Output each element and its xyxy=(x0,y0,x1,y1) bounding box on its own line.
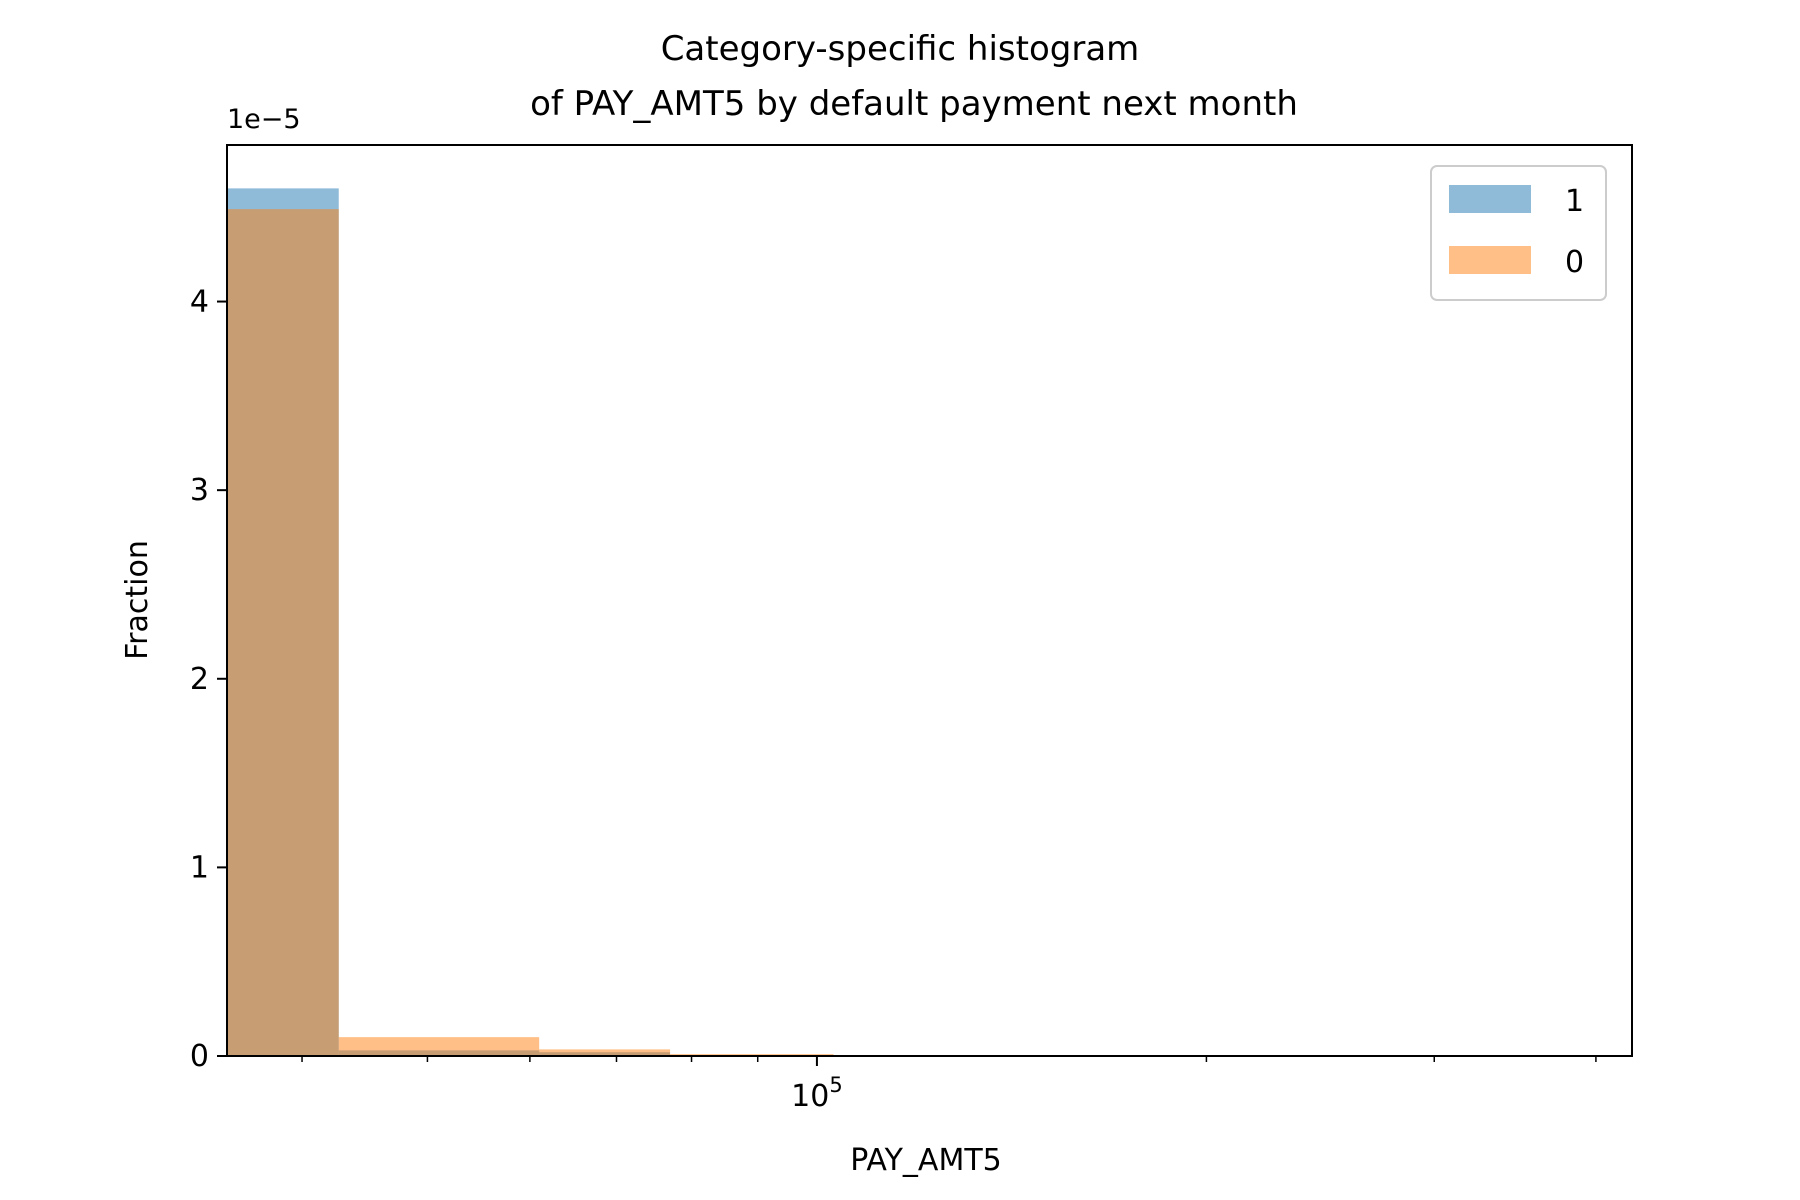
legend-swatch-series-0 xyxy=(1449,246,1531,274)
x-tick-label: 105 xyxy=(791,1073,843,1114)
y-tick-label: 1 xyxy=(190,850,209,885)
bar-series-0-bin-1 xyxy=(338,1037,540,1056)
bar-series-0-bin-2 xyxy=(539,1049,671,1056)
y-ticks: 0 1 2 3 4 xyxy=(190,285,227,1074)
y-tick-label: 2 xyxy=(190,662,209,697)
y-axis-label: Fraction xyxy=(120,540,155,660)
chart-title-line2: of PAY_AMT5 by default payment next mont… xyxy=(530,84,1298,124)
y-scale-offset-label: 1e−5 xyxy=(227,104,301,135)
x-axis-label: PAY_AMT5 xyxy=(850,1143,1002,1178)
legend-label-series-0: 0 xyxy=(1565,245,1584,280)
y-tick-label: 3 xyxy=(190,473,209,508)
legend: 1 0 xyxy=(1430,165,1607,301)
x-ticks: 105 xyxy=(301,1056,1597,1114)
legend-swatch-series-1 xyxy=(1449,185,1531,213)
bars-layer xyxy=(227,188,834,1056)
bar-series-0-bin-0 xyxy=(227,209,339,1056)
chart-title-line1: Category-specific histogram xyxy=(661,29,1140,69)
legend-label-series-1: 1 xyxy=(1565,184,1584,219)
y-tick-label: 0 xyxy=(190,1039,209,1074)
y-tick-label: 4 xyxy=(190,285,209,320)
axes-frame xyxy=(226,144,1633,1057)
